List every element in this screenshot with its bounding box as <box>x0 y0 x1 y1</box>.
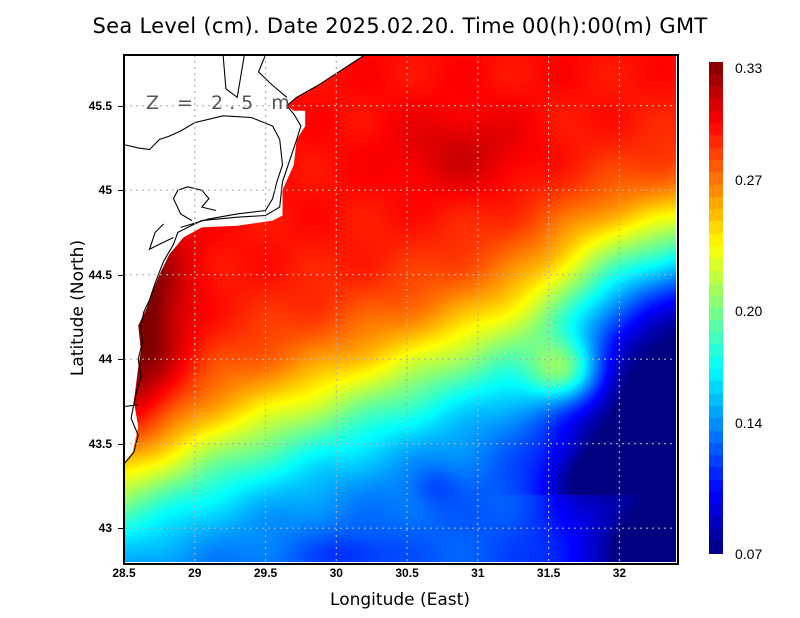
x-tick-label: 31 <box>471 566 485 580</box>
y-tick-label: 44 <box>98 352 112 367</box>
colorbar-tick-label: 0.07 <box>735 546 763 562</box>
land-area <box>124 55 365 464</box>
shoreline-segment <box>124 404 139 408</box>
shoreline-segment <box>222 55 245 99</box>
x-tick-label: 30 <box>329 566 343 580</box>
y-tick-mark <box>118 190 123 192</box>
shoreline-segment <box>172 186 217 222</box>
map-overlay <box>124 55 676 562</box>
x-tick-label: 30.5 <box>395 566 419 580</box>
shoreline-segment <box>148 223 174 251</box>
y-tick-label: 43.5 <box>88 436 112 451</box>
x-tick-label: 32 <box>612 566 627 580</box>
colorbar-tick-label: 0.20 <box>735 303 763 319</box>
colorbar-tick-label: 0.33 <box>735 60 763 76</box>
y-tick-mark <box>118 105 123 107</box>
colorbar <box>709 62 723 554</box>
coastline <box>124 55 365 465</box>
plot-area <box>124 55 676 562</box>
y-tick-label: 45.5 <box>88 98 112 113</box>
shoreline-segment <box>124 115 284 228</box>
grid-lines <box>124 55 676 562</box>
y-tick-mark <box>118 359 123 361</box>
y-tick-label: 45 <box>98 183 112 198</box>
y-tick-label: 43 <box>98 521 112 536</box>
x-tick-label: 29.5 <box>253 566 278 580</box>
x-axis-label: Longitude (East) <box>330 590 470 610</box>
y-tick-label: 44.5 <box>88 267 112 282</box>
depth-annotation: Z = 2.5 m <box>146 92 296 114</box>
x-tick-label: 29 <box>188 566 202 580</box>
land-mask <box>124 55 365 465</box>
y-tick-mark <box>118 528 123 530</box>
shoreline-segment <box>257 55 288 98</box>
chart-title: Sea Level (cm). Date 2025.02.20. Time 00… <box>92 14 708 38</box>
y-tick-mark <box>118 443 123 445</box>
x-tick-label: 31.5 <box>536 566 561 580</box>
y-tick-mark <box>118 274 123 276</box>
y-axis-label: Latitude (North) <box>68 239 88 377</box>
colorbar-tick-label: 0.27 <box>735 172 763 189</box>
colorbar-tick-label: 0.14 <box>735 415 763 432</box>
x-tick-label: 28.5 <box>112 566 136 580</box>
